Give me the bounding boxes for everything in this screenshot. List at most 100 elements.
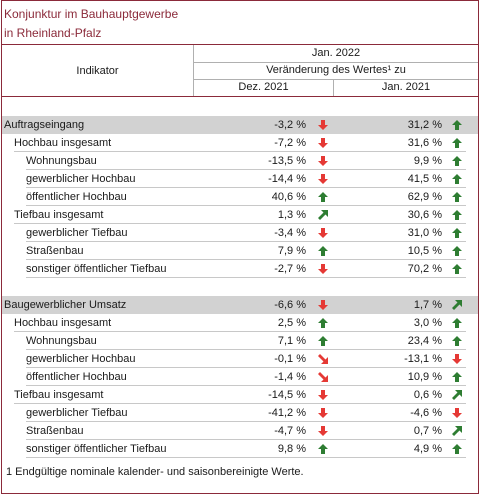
arrow-down-right-icon [316, 370, 330, 384]
value-jan-2021: 10,5 % [407, 245, 442, 257]
value-dez-2021: -0,1 % [274, 353, 306, 365]
value-dez-2021: -41,2 % [268, 407, 306, 419]
table-row: Straßenbau 7,9 % 10,5 % [2, 242, 478, 260]
table-row: gewerblicher Hochbau -14,4 % 41,5 % [2, 170, 478, 188]
row-label: gewerblicher Tiefbau [26, 227, 128, 239]
row-label: Straßenbau [26, 425, 84, 437]
row-divider [26, 349, 466, 350]
header-rule [194, 62, 478, 63]
value-dez-2021: -2,7 % [274, 263, 306, 275]
value-dez-2021: -13,5 % [268, 155, 306, 167]
arrow-down-icon [316, 154, 330, 168]
footnote: 1 Endgültige nominale kalender- und sais… [6, 466, 304, 478]
arrow-up-icon [316, 334, 330, 348]
table-row: gewerblicher Tiefbau -41,2 % -4,6 % [2, 404, 478, 422]
row-divider [14, 403, 466, 404]
row-label: öffentlicher Hochbau [26, 371, 127, 383]
column-header-jan-2021: Jan. 2021 [381, 81, 431, 93]
arrow-up-icon [450, 208, 464, 222]
arrow-down-icon [316, 172, 330, 186]
row-divider [14, 223, 466, 224]
row-label: Baugewerblicher Umsatz [4, 299, 127, 311]
row-label: sonstiger öffentlicher Tiefbau [26, 263, 167, 275]
row-divider [26, 241, 466, 242]
row-divider [26, 367, 466, 368]
arrow-down-icon [316, 298, 330, 312]
row-divider [26, 187, 466, 188]
arrow-up-icon [450, 226, 464, 240]
row-label: gewerblicher Hochbau [26, 353, 136, 365]
arrow-up-icon [450, 316, 464, 330]
arrow-down-icon [316, 226, 330, 240]
row-label: Hochbau insgesamt [14, 317, 112, 329]
value-jan-2021: 70,2 % [407, 263, 442, 275]
value-dez-2021: 7,1 % [277, 335, 306, 347]
arrow-up-icon [316, 244, 330, 258]
value-jan-2021: 23,4 % [407, 335, 442, 347]
row-divider [26, 385, 466, 386]
value-dez-2021: -14,4 % [268, 173, 306, 185]
value-dez-2021: -3,4 % [274, 227, 306, 239]
value-jan-2021: 31,6 % [407, 137, 442, 149]
header-bottom-rule [1, 96, 479, 97]
table-row: Wohnungsbau 7,1 % 23,4 % [2, 332, 478, 350]
table-row: Tiefbau insgesamt 1,3 % 30,6 % [2, 206, 478, 224]
table-row: öffentlicher Hochbau 40,6 % 62,9 % [2, 188, 478, 206]
row-label: sonstiger öffentlicher Tiefbau [26, 443, 167, 455]
arrow-up-icon [450, 154, 464, 168]
table-row: Tiefbau insgesamt -14,5 % 0,6 % [2, 386, 478, 404]
value-dez-2021: 1,3 % [277, 209, 306, 221]
arrow-up-icon [450, 172, 464, 186]
arrow-up-right-icon [450, 298, 464, 312]
column-header-indikator: Indikator [76, 64, 119, 77]
value-jan-2021: 9,9 % [413, 155, 442, 167]
table-row: Hochbau insgesamt -7,2 % 31,6 % [2, 134, 478, 152]
arrow-up-icon [316, 316, 330, 330]
arrow-down-right-icon [316, 352, 330, 366]
arrow-down-icon [450, 352, 464, 366]
arrow-up-icon [316, 190, 330, 204]
row-divider [26, 205, 466, 206]
header-divider [193, 45, 194, 96]
section-row: Auftragseingang -3,2 % 31,2 % [2, 116, 478, 134]
arrow-up-icon [450, 334, 464, 348]
row-label: öffentlicher Hochbau [26, 191, 127, 203]
value-jan-2021: -4,6 % [410, 407, 442, 419]
arrow-up-right-icon [316, 208, 330, 222]
value-dez-2021: -4,7 % [274, 425, 306, 437]
row-label: Straßenbau [26, 245, 84, 257]
value-dez-2021: 40,6 % [271, 191, 306, 203]
value-jan-2021: 0,6 % [413, 389, 442, 401]
arrow-up-icon [316, 442, 330, 456]
column-header-change: Veränderung des Wertes¹ zu [266, 64, 406, 76]
row-divider [14, 151, 466, 152]
row-label: Tiefbau insgesamt [14, 209, 104, 221]
arrow-up-icon [450, 118, 464, 132]
section-row: Baugewerblicher Umsatz -6,6 % 1,7 % [2, 296, 478, 314]
column-header-period: Jan. 2022 [311, 47, 361, 59]
header-top-rule [1, 44, 479, 45]
arrow-up-icon [450, 442, 464, 456]
arrow-down-icon [316, 424, 330, 438]
row-label: gewerblicher Hochbau [26, 173, 136, 185]
value-jan-2021: 30,6 % [407, 209, 442, 221]
row-label: Tiefbau insgesamt [14, 389, 104, 401]
arrow-up-icon [450, 136, 464, 150]
value-dez-2021: -1,4 % [274, 371, 306, 383]
value-jan-2021: 1,7 % [413, 299, 442, 311]
arrow-down-icon [316, 388, 330, 402]
arrow-up-icon [450, 262, 464, 276]
arrow-up-right-icon [450, 424, 464, 438]
page-title: Konjunktur im Bauhauptgewerbe in Rheinla… [4, 5, 178, 43]
table-row: sonstiger öffentlicher Tiefbau -2,7 % 70,2… [2, 260, 478, 278]
row-divider [26, 421, 466, 422]
value-dez-2021: -6,6 % [274, 299, 306, 311]
value-dez-2021: 2,5 % [277, 317, 306, 329]
row-divider [26, 259, 466, 260]
value-dez-2021: -3,2 % [274, 119, 306, 131]
arrow-down-icon [316, 406, 330, 420]
row-label: gewerblicher Tiefbau [26, 407, 128, 419]
value-jan-2021: 41,5 % [407, 173, 442, 185]
value-jan-2021: 10,9 % [407, 371, 442, 383]
